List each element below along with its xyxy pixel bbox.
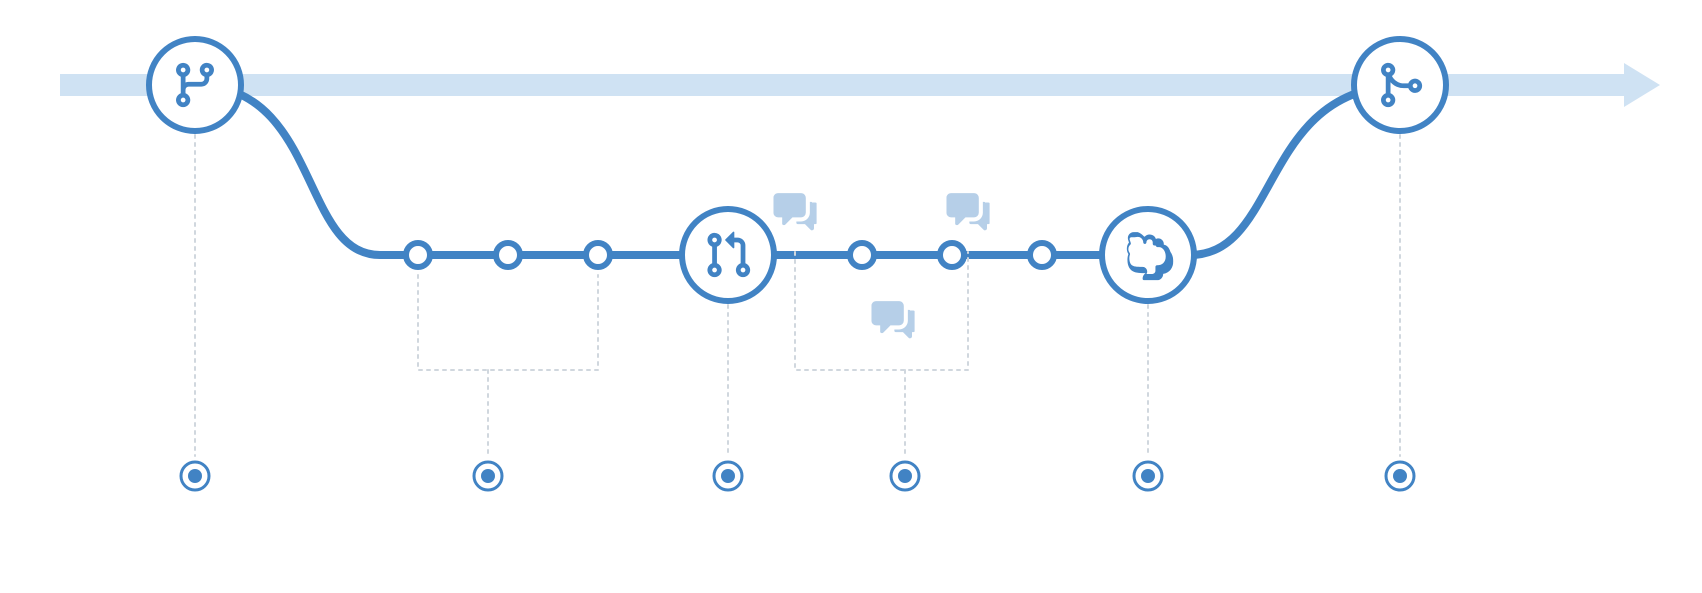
stage-node-ship — [1102, 209, 1194, 301]
step-2[interactable] — [474, 462, 502, 490]
stage-node-pull-request — [682, 209, 774, 301]
commit-4 — [850, 243, 874, 267]
stage-node-merge — [1354, 39, 1446, 131]
discuss-1-icon — [773, 193, 819, 230]
github-flow-diagram — [0, 0, 1702, 593]
discuss-2-icon — [946, 193, 992, 230]
step-5[interactable] — [1134, 462, 1162, 490]
conn-commits — [418, 275, 598, 456]
step-markers-group — [181, 462, 1414, 490]
commit-1 — [406, 243, 430, 267]
commit-3 — [586, 243, 610, 267]
discuss-3-icon — [871, 301, 917, 338]
step-1[interactable] — [181, 462, 209, 490]
feature-branch-path — [195, 85, 1400, 255]
commit-6 — [1030, 243, 1054, 267]
step-3[interactable] — [714, 462, 742, 490]
branch-curve — [195, 85, 1400, 255]
dashed-connectors — [195, 135, 1400, 456]
commit-2 — [496, 243, 520, 267]
step-6[interactable] — [1386, 462, 1414, 490]
step-4[interactable] — [891, 462, 919, 490]
stage-node-branch-start — [149, 39, 241, 131]
conn-discuss — [795, 252, 968, 456]
commit-5 — [940, 243, 964, 267]
